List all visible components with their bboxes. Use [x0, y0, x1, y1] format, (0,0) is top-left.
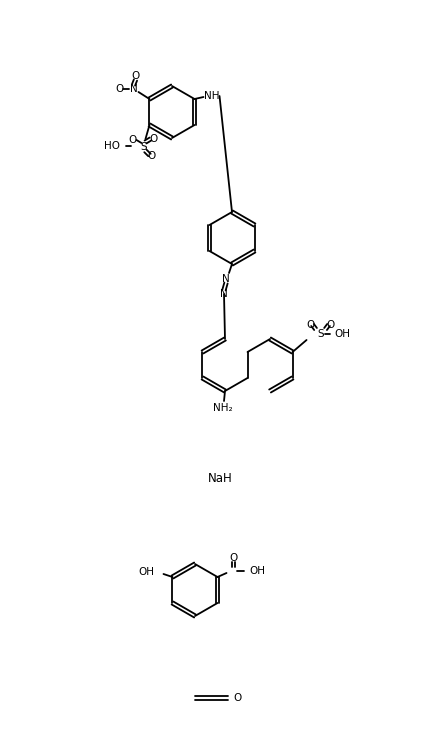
Text: OH: OH [139, 567, 154, 577]
Text: N: N [222, 274, 230, 284]
Text: OH: OH [249, 566, 265, 576]
Text: O: O [229, 553, 238, 563]
Text: NH: NH [204, 91, 219, 101]
Text: O: O [147, 151, 156, 161]
Text: NaH: NaH [208, 472, 232, 485]
Text: O: O [234, 693, 242, 703]
Text: S: S [317, 329, 324, 339]
Text: N: N [220, 289, 228, 299]
Text: O: O [326, 320, 335, 330]
Text: O: O [149, 134, 158, 144]
Text: O: O [115, 84, 124, 94]
Text: O: O [128, 135, 136, 145]
Text: O: O [132, 71, 139, 81]
Text: NH₂: NH₂ [213, 403, 233, 413]
Text: O: O [306, 320, 315, 330]
Text: S: S [140, 142, 147, 152]
Text: OH: OH [334, 329, 351, 339]
Text: N: N [130, 84, 137, 94]
Text: HO: HO [104, 141, 121, 151]
